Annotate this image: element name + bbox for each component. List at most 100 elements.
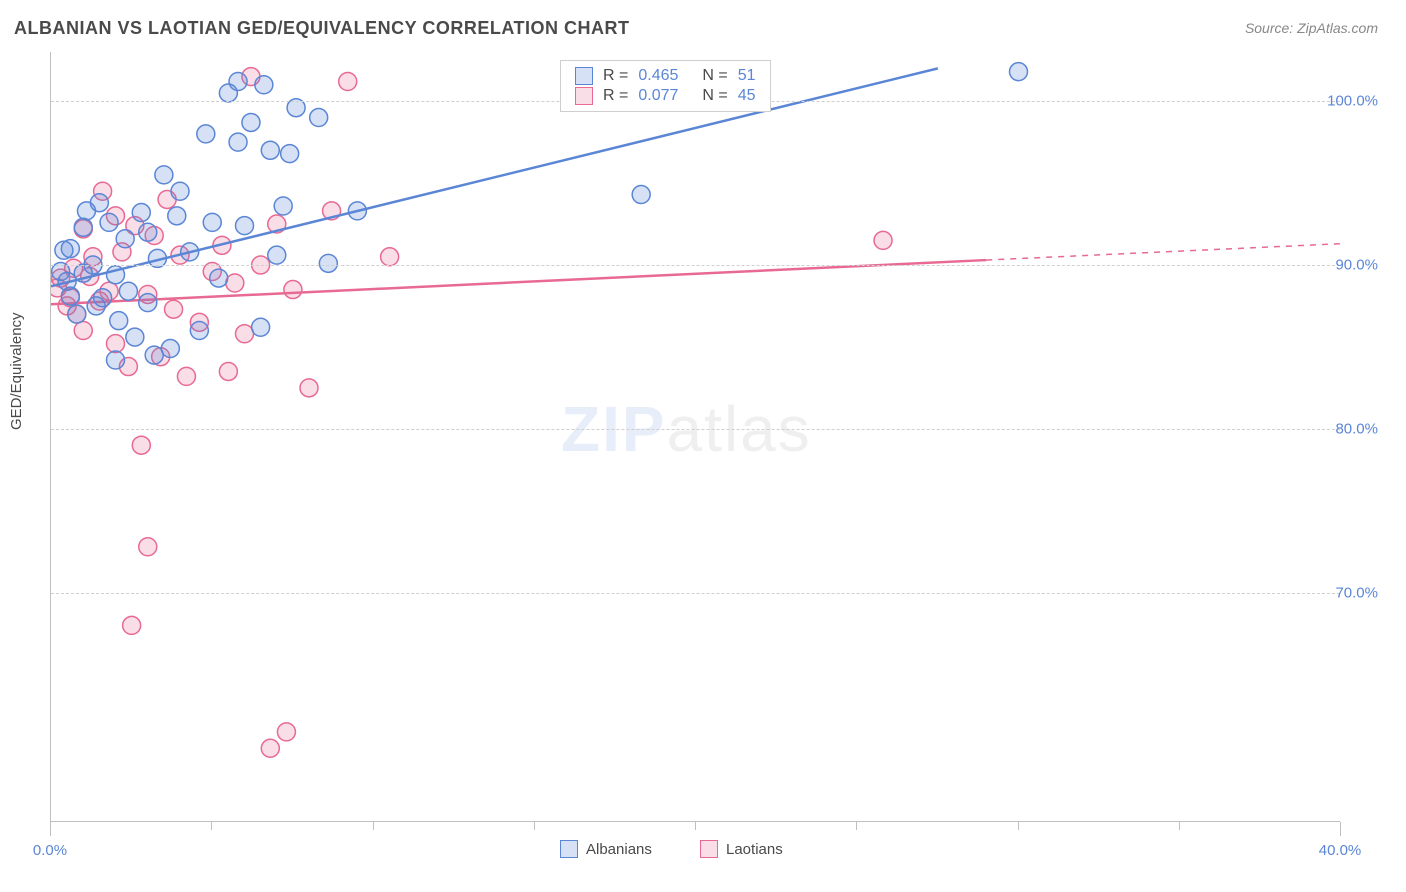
- stat-n-label: N =: [702, 87, 727, 105]
- correlation-stat-box: R = 0.465 N = 51 R = 0.077 N = 45: [560, 60, 771, 112]
- stat-r-value: 0.465: [638, 67, 678, 85]
- data-point: [261, 739, 279, 757]
- stat-r-label: R =: [603, 67, 628, 85]
- data-point: [139, 294, 157, 312]
- data-point: [255, 76, 273, 94]
- data-point: [94, 289, 112, 307]
- data-point: [165, 300, 183, 318]
- data-point: [242, 113, 260, 131]
- data-point: [197, 125, 215, 143]
- legend-swatch: [560, 840, 578, 858]
- plot-area: ZIPatlas: [50, 52, 1340, 822]
- stat-n-value: 45: [738, 87, 756, 105]
- x-tick-label: 40.0%: [1319, 842, 1362, 859]
- data-point: [281, 145, 299, 163]
- data-point: [339, 72, 357, 90]
- chart-svg: [51, 52, 1341, 822]
- x-tick-major: [1340, 822, 1341, 836]
- legend-swatch: [575, 67, 593, 85]
- x-tick-minor: [695, 822, 696, 830]
- data-point: [381, 248, 399, 266]
- data-point: [229, 133, 247, 151]
- trend-line-extrapolated: [986, 244, 1341, 260]
- data-point: [161, 340, 179, 358]
- data-point: [74, 218, 92, 236]
- x-tick-minor: [1179, 822, 1180, 830]
- legend-label: Laotians: [726, 841, 783, 858]
- y-tick-label: 90.0%: [1335, 256, 1378, 273]
- data-point: [116, 230, 134, 248]
- data-point: [284, 281, 302, 299]
- y-tick-label: 80.0%: [1335, 420, 1378, 437]
- stat-n-label: N =: [702, 67, 727, 85]
- data-point: [74, 322, 92, 340]
- chart-source: Source: ZipAtlas.com: [1245, 20, 1378, 36]
- y-axis-label: GED/Equivalency: [8, 312, 25, 430]
- x-tick-minor: [1018, 822, 1019, 830]
- data-point: [219, 362, 237, 380]
- x-tick-major: [50, 822, 51, 836]
- data-point: [632, 186, 650, 204]
- y-tick-label: 100.0%: [1327, 93, 1378, 110]
- data-point: [236, 325, 254, 343]
- data-point: [874, 231, 892, 249]
- data-point: [90, 194, 108, 212]
- data-point: [100, 213, 118, 231]
- legend-swatch: [575, 87, 593, 105]
- data-point: [1010, 63, 1028, 81]
- legend-label: Albanians: [586, 841, 652, 858]
- data-point: [268, 246, 286, 264]
- chart-title: ALBANIAN VS LAOTIAN GED/EQUIVALENCY CORR…: [14, 18, 630, 39]
- legend-item: Laotians: [700, 840, 783, 858]
- data-point: [139, 538, 157, 556]
- trend-line: [51, 260, 986, 304]
- data-point: [61, 287, 79, 305]
- data-point: [139, 223, 157, 241]
- data-point: [300, 379, 318, 397]
- gridline: [51, 593, 1340, 594]
- legend-item: Albanians: [560, 840, 652, 858]
- x-tick-minor: [373, 822, 374, 830]
- data-point: [236, 217, 254, 235]
- stat-r-label: R =: [603, 87, 628, 105]
- data-point: [123, 616, 141, 634]
- data-point: [171, 182, 189, 200]
- data-point: [168, 207, 186, 225]
- x-tick-minor: [856, 822, 857, 830]
- data-point: [132, 204, 150, 222]
- y-tick-label: 70.0%: [1335, 584, 1378, 601]
- data-point: [110, 312, 128, 330]
- x-tick-label: 0.0%: [33, 842, 67, 859]
- data-point: [261, 141, 279, 159]
- stat-r-value: 0.077: [638, 87, 678, 105]
- data-point: [126, 328, 144, 346]
- data-point: [119, 282, 137, 300]
- data-point: [226, 274, 244, 292]
- data-point: [277, 723, 295, 741]
- data-point: [107, 351, 125, 369]
- gridline: [51, 429, 1340, 430]
- data-point: [145, 346, 163, 364]
- data-point: [132, 436, 150, 454]
- data-point: [177, 367, 195, 385]
- data-point: [229, 72, 247, 90]
- legend-swatch: [700, 840, 718, 858]
- data-point: [274, 197, 292, 215]
- data-point: [107, 335, 125, 353]
- gridline: [51, 265, 1340, 266]
- data-point: [319, 254, 337, 272]
- data-point: [310, 109, 328, 127]
- x-tick-minor: [534, 822, 535, 830]
- stat-n-value: 51: [738, 67, 756, 85]
- x-tick-minor: [211, 822, 212, 830]
- chart-container: ALBANIAN VS LAOTIAN GED/EQUIVALENCY CORR…: [0, 0, 1406, 892]
- stat-row: R = 0.465 N = 51: [575, 67, 756, 85]
- data-point: [61, 240, 79, 258]
- data-point: [252, 318, 270, 336]
- data-point: [190, 322, 208, 340]
- data-point: [155, 166, 173, 184]
- stat-row: R = 0.077 N = 45: [575, 87, 756, 105]
- data-point: [210, 269, 228, 287]
- data-point: [203, 213, 221, 231]
- data-point: [68, 305, 86, 323]
